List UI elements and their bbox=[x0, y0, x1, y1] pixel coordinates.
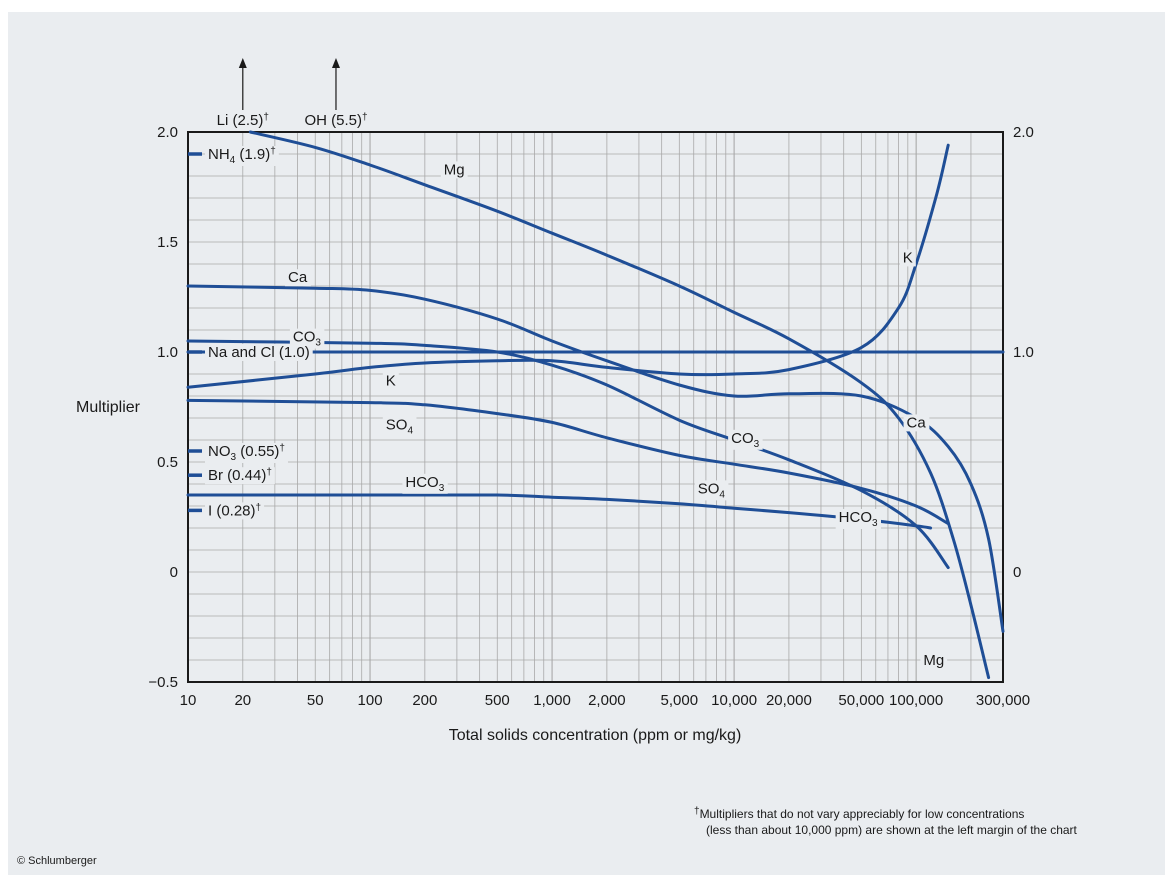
label-background bbox=[903, 414, 930, 432]
y-tick-label: 0.5 bbox=[157, 454, 178, 471]
chart-svg: Mg K Ca CO3 K SO4 Ca CO3 HCO3 SO4 HCO3 Mg NH4 (1.9)†… bbox=[17, 58, 1078, 867]
curve-label-k: K bbox=[903, 249, 913, 266]
footnote: †Multipliers that do not vary appreciabl… bbox=[694, 806, 1078, 837]
copyright: © Schlumberger bbox=[17, 855, 97, 867]
plot-frame bbox=[187, 131, 1004, 683]
label-background bbox=[205, 344, 313, 361]
curve-label-co3: CO3 bbox=[293, 329, 322, 349]
svg-text:†Multipliers that do not vary: †Multipliers that do not vary appreciabl… bbox=[694, 806, 1024, 821]
y-tick-label-right: 1.0 bbox=[1013, 344, 1034, 361]
x-tick-label: 5,000 bbox=[661, 692, 699, 709]
label-background bbox=[728, 429, 763, 450]
label-background bbox=[694, 480, 729, 501]
x-tick-label: 50,000 bbox=[838, 692, 884, 709]
x-tick-label: 20,000 bbox=[766, 692, 812, 709]
offscale-arrow-head bbox=[238, 58, 247, 68]
x-tick-label: 50 bbox=[307, 692, 324, 709]
margin-marker-label: Br (0.44)† bbox=[208, 467, 272, 484]
label-background bbox=[382, 372, 399, 390]
label-background bbox=[205, 467, 275, 485]
footnote-marker: † bbox=[694, 806, 700, 817]
series-line-ca bbox=[186, 284, 1005, 633]
curve-label-so4: SO4 bbox=[698, 480, 726, 500]
margin-marker-label: Na and Cl (1.0) bbox=[208, 344, 310, 361]
y-axis-title: Multiplier bbox=[76, 399, 141, 416]
label-background bbox=[440, 161, 468, 179]
y-tick-label: 2.0 bbox=[157, 124, 178, 141]
offscale-arrow-label: OH (5.5)† bbox=[304, 112, 367, 129]
series-line-k bbox=[186, 143, 950, 389]
x-tick-label: 100,000 bbox=[889, 692, 943, 709]
label-background bbox=[205, 443, 288, 463]
margin-marker-label: NO3 (0.55)† bbox=[208, 443, 285, 463]
offscale-arrow-head bbox=[331, 58, 340, 68]
series-line-mg bbox=[248, 130, 991, 680]
x-tick-label: 1,000 bbox=[533, 692, 571, 709]
y-tick-label-right: 0 bbox=[1013, 564, 1021, 581]
curve-label-so4: SO4 bbox=[386, 417, 414, 437]
curve-label-hco3: HCO3 bbox=[839, 509, 878, 529]
margin-marker-label: NH4 (1.9)† bbox=[208, 146, 276, 166]
curve-label-hco3: HCO3 bbox=[405, 474, 444, 494]
curve-label-ca: Ca bbox=[288, 269, 308, 286]
y-tick-label-right: 2.0 bbox=[1013, 124, 1034, 141]
x-tick-label: 10 bbox=[180, 692, 197, 709]
series-line-co3 bbox=[186, 339, 950, 570]
curve-label-co3: CO3 bbox=[731, 430, 760, 450]
grid bbox=[188, 132, 1003, 682]
series-line-so4 bbox=[186, 398, 950, 526]
x-tick-label: 20 bbox=[234, 692, 251, 709]
x-tick-label: 2,000 bbox=[588, 692, 626, 709]
series-line-hco3 bbox=[186, 493, 933, 530]
offscale-arrow-label: Li (2.5)† bbox=[217, 112, 269, 129]
label-background bbox=[205, 146, 279, 166]
y-tick-label: 1.5 bbox=[157, 234, 178, 251]
label-background bbox=[382, 416, 417, 437]
label-background bbox=[205, 502, 265, 520]
chart-figure: Mg K Ca CO3 K SO4 Ca CO3 HCO3 SO4 HCO3 Mg NH4 (1.9)†… bbox=[8, 12, 1165, 875]
label-background bbox=[920, 652, 948, 669]
label-background bbox=[402, 473, 448, 494]
curve-labels: Mg K Ca CO3 K SO4 Ca CO3 HCO3 SO4 HCO3 Mg NH4 (1.9)†… bbox=[188, 58, 948, 669]
x-tick-label: 300,000 bbox=[976, 692, 1030, 709]
x-axis-title: Total solids concentration (ppm or mg/kg… bbox=[449, 727, 742, 744]
curve-label-mg: Mg bbox=[444, 161, 465, 178]
axes: 10 20 50 100 200 500 1,000 2,000 5,000 10,000 20,0… bbox=[148, 124, 1033, 709]
footnote-line-1: Multipliers that do not vary appreciably… bbox=[700, 807, 1025, 821]
y-tick-label: 1.0 bbox=[157, 344, 178, 361]
x-tick-label: 100 bbox=[358, 692, 383, 709]
label-background bbox=[835, 509, 882, 529]
y-tick-label: −0.5 bbox=[148, 674, 178, 691]
curve-label-ca: Ca bbox=[907, 414, 927, 431]
x-tick-label: 10,000 bbox=[711, 692, 757, 709]
x-tick-label: 500 bbox=[485, 692, 510, 709]
footnote-line-2: (less than about 10,000 ppm) are shown a… bbox=[706, 823, 1078, 837]
curve-label-mg: Mg bbox=[923, 652, 944, 669]
label-background bbox=[289, 328, 325, 349]
margin-marker-label: I (0.28)† bbox=[208, 502, 261, 519]
series-layer bbox=[186, 130, 1005, 680]
label-background bbox=[285, 269, 311, 287]
x-tick-label: 200 bbox=[412, 692, 437, 709]
label-background bbox=[899, 249, 916, 267]
y-tick-label: 0 bbox=[170, 564, 178, 581]
curve-label-k: K bbox=[386, 373, 396, 390]
